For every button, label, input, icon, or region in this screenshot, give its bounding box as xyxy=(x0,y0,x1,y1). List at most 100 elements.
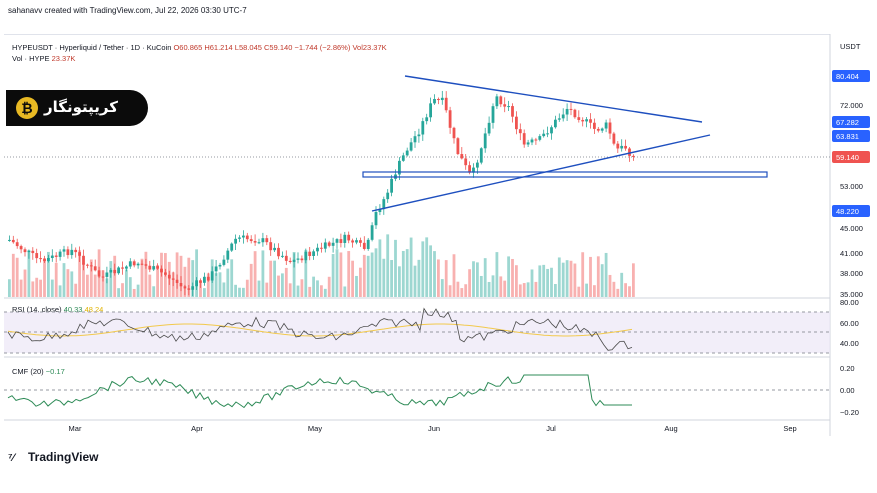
price-badge xyxy=(832,116,870,128)
candle-body xyxy=(249,239,253,242)
x-tick-label: Apr xyxy=(191,424,203,433)
candle-body xyxy=(218,264,222,267)
volume-bar xyxy=(171,272,175,297)
candle-body xyxy=(50,255,54,259)
candle-body xyxy=(362,242,366,249)
candle-body xyxy=(632,155,635,157)
volume-bar xyxy=(413,265,417,297)
candle-body xyxy=(284,255,288,261)
candle-body xyxy=(530,139,534,143)
candle-body xyxy=(39,258,42,260)
volume-bar xyxy=(288,283,292,297)
volume-bar xyxy=(491,275,495,297)
volume-bar xyxy=(15,257,19,297)
x-tick-label: Aug xyxy=(664,424,677,433)
price-tick-label: 41.000 xyxy=(840,249,863,258)
volume-bar xyxy=(398,266,401,297)
rsi-label: RSI (14, close) xyxy=(12,305,62,314)
x-tick-label: Mar xyxy=(69,424,82,433)
volume-bar xyxy=(191,260,195,297)
candle-body xyxy=(550,127,553,134)
candle-body xyxy=(257,242,261,244)
volume-bar xyxy=(82,263,85,297)
volume-bar xyxy=(125,269,128,297)
volume-bar xyxy=(265,282,269,297)
volume-bar xyxy=(249,263,253,297)
candle-body xyxy=(292,259,296,263)
price-tick-label: 45.000 xyxy=(840,224,863,233)
price-badge xyxy=(832,70,870,82)
volume-bar xyxy=(335,249,339,297)
candle-body xyxy=(499,96,503,105)
volume-bar xyxy=(50,279,54,297)
price-badge-label: 59.140 xyxy=(836,153,859,162)
candle-body xyxy=(370,225,374,240)
volume-bar xyxy=(429,245,432,297)
volume-bar xyxy=(203,288,206,297)
candle-body xyxy=(487,122,491,134)
volume-bar xyxy=(70,271,74,297)
candle-body xyxy=(616,143,620,149)
candle-body xyxy=(483,133,487,149)
price-tick-label: 72.000 xyxy=(840,101,863,110)
candle-body xyxy=(351,240,354,243)
volume-bar xyxy=(593,285,596,297)
candle-body xyxy=(15,242,19,247)
candle-body xyxy=(382,199,386,210)
candle-body xyxy=(58,251,62,257)
chart-credit: sahanavv created with TradingView.com, J… xyxy=(8,6,247,15)
volume-bar xyxy=(632,263,635,297)
volume-bar xyxy=(312,276,315,297)
volume-bar xyxy=(440,279,444,297)
volume-bar xyxy=(144,251,148,297)
candle-body xyxy=(444,97,448,111)
volume-bar xyxy=(362,254,366,297)
volume-bar xyxy=(425,237,429,297)
candle-body xyxy=(167,274,171,279)
price-badge-label: 63.831 xyxy=(836,132,859,141)
candle-body xyxy=(97,270,101,277)
candle-body xyxy=(160,268,163,273)
candle-body xyxy=(31,250,35,254)
close-value: C59.140 xyxy=(264,43,293,52)
volume-bar xyxy=(433,251,436,297)
volume-bar xyxy=(476,262,479,297)
candle-body xyxy=(421,121,425,135)
rsi-legend[interactable]: RSI (14, close) 40.33 48.24 xyxy=(12,305,103,314)
symbol-legend[interactable]: HYPEUSDT · Hyperliquid / Tether · 1D · K… xyxy=(12,43,387,52)
tradingview-brand: TradingView xyxy=(28,450,99,464)
candle-body xyxy=(136,263,140,266)
price-badge xyxy=(832,205,870,217)
volume-legend[interactable]: Vol · HYPE 23.37K xyxy=(12,54,75,63)
volume-bar xyxy=(526,282,530,297)
volume-bar xyxy=(210,259,214,297)
volume-bar xyxy=(483,258,487,297)
volume-bar xyxy=(222,282,226,297)
x-tick-label: Sep xyxy=(783,424,796,433)
candle-body xyxy=(511,106,514,117)
candle-body xyxy=(437,98,440,101)
candle-body xyxy=(429,103,432,118)
price-tick-label: 35.000 xyxy=(840,290,863,299)
candle-body xyxy=(70,249,74,256)
watermark-logo: ₿ کریپتونگار xyxy=(6,90,148,126)
volume-bar xyxy=(624,283,627,297)
candle-body xyxy=(378,209,382,213)
volume-bar xyxy=(589,256,592,297)
volume-bar xyxy=(23,269,27,297)
volume-bar xyxy=(390,260,393,297)
volume-bar xyxy=(370,252,374,297)
volume-bar xyxy=(101,270,105,297)
volume-bar xyxy=(554,284,557,297)
candle-body xyxy=(54,255,58,257)
candle-body xyxy=(464,158,468,166)
cmf-legend[interactable]: CMF (20) −0.17 xyxy=(12,367,65,376)
volume-bar xyxy=(499,276,503,297)
price-badge-label: 48.220 xyxy=(836,207,859,216)
candle-body xyxy=(542,133,546,137)
candle-body xyxy=(433,98,436,104)
volume-bar xyxy=(394,239,397,297)
candle-body xyxy=(355,240,358,243)
volume-bar xyxy=(421,241,425,297)
